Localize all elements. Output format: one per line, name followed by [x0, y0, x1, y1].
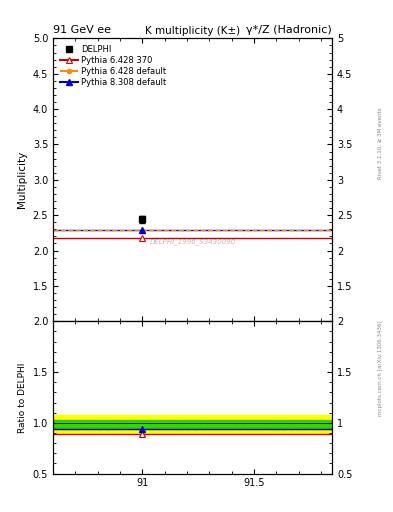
- Text: Rivet 3.1.10, ≥ 3M events: Rivet 3.1.10, ≥ 3M events: [378, 108, 383, 179]
- Legend: DELPHI, Pythia 6.428 370, Pythia 6.428 default, Pythia 8.308 default: DELPHI, Pythia 6.428 370, Pythia 6.428 d…: [57, 42, 169, 90]
- Y-axis label: Ratio to DELPHI: Ratio to DELPHI: [18, 362, 27, 433]
- Title: K multiplicity (K±): K multiplicity (K±): [145, 26, 240, 36]
- Text: DELPHI_1996_S3430090: DELPHI_1996_S3430090: [149, 239, 236, 245]
- Bar: [53, 420, 332, 428]
- Text: γ*/Z (Hadronic): γ*/Z (Hadronic): [246, 25, 332, 35]
- Text: 91 GeV ee: 91 GeV ee: [53, 25, 111, 35]
- Text: mcplots.cern.ch [arXiv:1306.3436]: mcplots.cern.ch [arXiv:1306.3436]: [378, 321, 383, 416]
- Bar: [53, 415, 332, 433]
- Y-axis label: Multiplicity: Multiplicity: [17, 151, 27, 208]
